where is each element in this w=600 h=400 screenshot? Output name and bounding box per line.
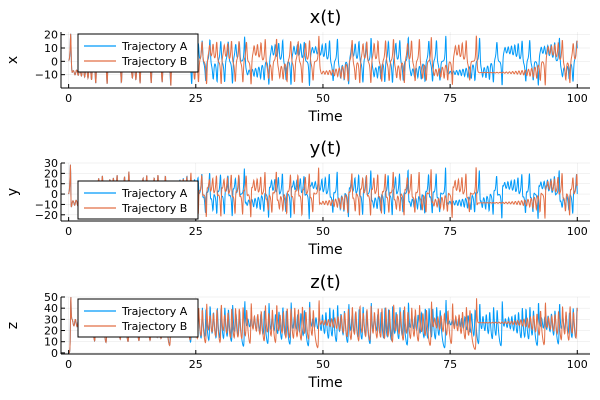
legend-label-a: Trajectory A (121, 305, 188, 318)
y-tick-label: 0 (51, 347, 58, 360)
x-tick-label: 100 (567, 225, 588, 238)
y-tick-label: −10 (35, 69, 58, 82)
legend: Trajectory A Trajectory B (77, 180, 199, 220)
y-axis-label: x (5, 56, 21, 64)
chart-title: y(t) (310, 138, 342, 159)
chart-title: z(t) (310, 272, 341, 293)
x-tick-label: 25 (189, 92, 203, 105)
legend-box (77, 180, 199, 220)
x-tick-label: 100 (567, 92, 588, 105)
legend-box (77, 298, 199, 338)
x-axis-label: Time (307, 109, 342, 125)
y-tick-label: 20 (44, 29, 58, 42)
x-tick-label: 50 (316, 92, 330, 105)
x-tick-label: 25 (189, 225, 203, 238)
legend-label-a: Trajectory A (121, 187, 188, 200)
y-tick-label: 10 (44, 42, 58, 55)
y-axis-label: y (5, 188, 21, 196)
legend: Trajectory A Trajectory B (77, 298, 199, 338)
y-axis-label: z (5, 322, 21, 329)
x-tick-label: 50 (316, 225, 330, 238)
x-axis-label: Time (307, 375, 342, 391)
x-tick-label: 0 (65, 225, 72, 238)
y-tick-label: 20 (44, 325, 58, 338)
y-tick-label: 40 (44, 302, 58, 315)
legend-label-a: Trajectory A (121, 40, 188, 53)
y-tick-label: 10 (44, 336, 58, 349)
x-tick-label: 0 (65, 358, 72, 371)
x-tick-label: 50 (316, 358, 330, 371)
x-tick-label: 100 (567, 358, 588, 371)
x-tick-label: 75 (443, 225, 457, 238)
y-tick-label: 10 (44, 178, 58, 191)
chart-title: x(t) (310, 7, 342, 28)
y-tick-label: −20 (35, 209, 58, 222)
panel-z: 0 25 50 75 10001020304050z(t)TimezTrajectory… (5, 272, 590, 391)
y-tick-label: −10 (35, 198, 58, 211)
y-tick-label: 50 (44, 291, 58, 304)
x-tick-label: 0 (65, 92, 72, 105)
legend-label-b: Trajectory B (121, 320, 187, 333)
x-axis-label: Time (307, 242, 342, 258)
y-tick-label: 30 (44, 157, 58, 170)
x-tick-label: 25 (189, 358, 203, 371)
legend-label-b: Trajectory B (121, 202, 187, 215)
y-tick-label: 0 (51, 55, 58, 68)
y-tick-label: 20 (44, 167, 58, 180)
legend-box (77, 33, 199, 73)
y-tick-label: 0 (51, 188, 58, 201)
y-tick-label: 30 (44, 313, 58, 326)
legend-label-b: Trajectory B (121, 55, 187, 68)
x-tick-label: 75 (443, 358, 457, 371)
x-tick-label: 75 (443, 92, 457, 105)
legend: Trajectory A Trajectory B (77, 33, 199, 73)
